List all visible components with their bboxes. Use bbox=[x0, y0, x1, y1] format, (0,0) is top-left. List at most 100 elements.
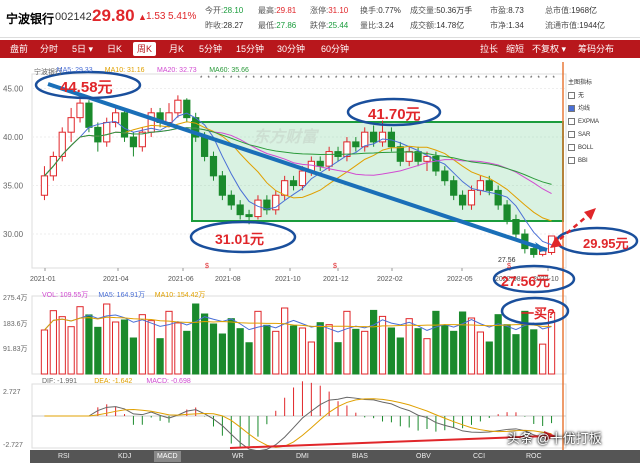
chart-watermark: 东方财富 bbox=[253, 129, 318, 146]
bottom-tab-bias[interactable]: BIAS bbox=[352, 453, 368, 460]
event-marker: * bbox=[388, 76, 391, 82]
candle-body bbox=[165, 112, 173, 124]
bottom-tab-obv[interactable]: OBV bbox=[416, 453, 431, 460]
bottom-tab-rsi[interactable]: RSI bbox=[58, 453, 70, 460]
indicator-option[interactable]: SAR bbox=[568, 130, 636, 143]
quote-field: 涨停:31.10 bbox=[310, 5, 348, 16]
candle-body bbox=[343, 141, 351, 157]
volume-bar bbox=[67, 326, 75, 375]
volume-bar bbox=[521, 310, 529, 375]
quote-value: 0.77% bbox=[378, 6, 401, 15]
right-tab-1[interactable]: 缩短 bbox=[506, 44, 525, 54]
event-marker: * bbox=[200, 76, 203, 82]
event-marker: * bbox=[455, 76, 458, 82]
volume-bar bbox=[396, 337, 404, 375]
volume-bar bbox=[512, 334, 520, 375]
checkbox-icon[interactable] bbox=[568, 156, 575, 164]
tab-0[interactable]: 盘前 bbox=[10, 44, 29, 54]
volume-bar bbox=[245, 342, 253, 375]
event-marker: * bbox=[545, 76, 548, 82]
indicator-option-label: BBI bbox=[578, 158, 588, 164]
indicator-option[interactable]: 无 bbox=[568, 91, 636, 104]
event-marker: * bbox=[440, 76, 443, 82]
event-marker: * bbox=[350, 76, 353, 82]
projection-arrowhead bbox=[584, 208, 596, 220]
checkbox-icon[interactable] bbox=[568, 117, 575, 125]
up-arrow-icon: ▲ bbox=[138, 12, 147, 22]
volume-bar bbox=[254, 310, 262, 375]
ma-line bbox=[44, 121, 552, 222]
legend-item: MA5: 164.91万 bbox=[98, 292, 146, 299]
bottom-tab-macd[interactable]: MACD bbox=[154, 451, 181, 462]
indicator-option[interactable]: EXPMA bbox=[568, 117, 636, 130]
quote-label: 昨收: bbox=[205, 21, 224, 30]
quote-field: 昨收:28.27 bbox=[205, 20, 243, 31]
tab-5[interactable]: 月K bbox=[169, 44, 185, 54]
candle-body bbox=[476, 180, 484, 191]
tab-8[interactable]: 30分钟 bbox=[277, 44, 306, 54]
event-marker: * bbox=[343, 76, 346, 82]
candle-body bbox=[58, 131, 66, 157]
price-change-pct: 5.41% bbox=[168, 11, 197, 22]
tab-4[interactable]: 周K bbox=[133, 42, 157, 56]
right-tab-0[interactable]: 拉长 bbox=[480, 44, 499, 54]
bottom-tab-cci[interactable]: CCI bbox=[473, 453, 486, 460]
volume-bar bbox=[147, 320, 155, 375]
right-tab-2[interactable]: 不复权 ▾ bbox=[532, 44, 567, 54]
tab-6[interactable]: 5分钟 bbox=[199, 44, 223, 54]
event-marker: * bbox=[373, 76, 376, 82]
indicator-option[interactable]: 均线 bbox=[568, 104, 636, 117]
volume-bar bbox=[200, 313, 209, 375]
checkbox-icon[interactable] bbox=[568, 143, 575, 151]
volume-bar bbox=[494, 314, 502, 375]
tab-9[interactable]: 60分钟 bbox=[321, 44, 350, 54]
candle-body bbox=[218, 175, 226, 196]
highlight-ellipse bbox=[189, 220, 297, 254]
checkbox-icon[interactable] bbox=[568, 91, 575, 99]
volume-bar bbox=[192, 303, 200, 375]
bottom-tab-roc[interactable]: ROC bbox=[526, 453, 542, 460]
bottom-tab-dmi[interactable]: DMI bbox=[296, 453, 309, 460]
quote-label: 涨停: bbox=[310, 6, 329, 15]
annotation-low-2: 27.56元 bbox=[501, 273, 551, 289]
event-marker: * bbox=[403, 76, 406, 82]
quote-value: 50.36万手 bbox=[436, 6, 473, 15]
volume-axis-label: 275.4万 bbox=[3, 294, 28, 302]
event-marker: * bbox=[320, 76, 323, 82]
right-tab-3[interactable]: 筹码分布 bbox=[578, 44, 615, 54]
event-marker: * bbox=[328, 76, 331, 82]
volume-bar bbox=[120, 319, 129, 375]
candle-body bbox=[112, 112, 120, 124]
event-marker: * bbox=[208, 76, 211, 82]
tab-3[interactable]: 日K bbox=[107, 44, 123, 54]
volume-bar bbox=[218, 333, 226, 375]
event-marker: * bbox=[418, 76, 421, 82]
tab-1[interactable]: 分时 bbox=[40, 44, 59, 54]
bottom-tab-wr[interactable]: WR bbox=[232, 453, 244, 460]
indicator-option-label: 无 bbox=[578, 93, 585, 99]
volume-bar bbox=[129, 337, 138, 375]
tab-2[interactable]: 5日 ▾ bbox=[72, 44, 94, 54]
indicator-option-label: EXPMA bbox=[578, 119, 600, 125]
highlight-ellipse bbox=[346, 97, 442, 127]
bottom-tab-kdj[interactable]: KDJ bbox=[118, 453, 132, 460]
event-marker: * bbox=[538, 76, 541, 82]
highlight-ellipse bbox=[492, 264, 576, 294]
volume-bar bbox=[476, 331, 484, 375]
volume-bar bbox=[547, 311, 556, 375]
event-marker: * bbox=[448, 76, 451, 82]
event-marker: * bbox=[358, 76, 361, 82]
indicator-option-label: BOLL bbox=[578, 145, 594, 151]
volume-bar bbox=[432, 310, 440, 375]
event-marker: * bbox=[298, 76, 301, 82]
checkbox-icon[interactable] bbox=[568, 130, 575, 138]
tab-7[interactable]: 15分钟 bbox=[236, 44, 265, 54]
indicator-option[interactable]: BBI bbox=[568, 156, 636, 169]
candle-body bbox=[245, 214, 253, 218]
event-marker: * bbox=[485, 76, 488, 82]
kline-chart[interactable]: 45.00 40.00 35.00 30.00 275.4万 183.6万 91.83万 2.… bbox=[0, 58, 640, 450]
checkbox-icon[interactable] bbox=[568, 104, 575, 112]
macd-axis-label: -2.727 bbox=[3, 442, 23, 449]
indicator-option[interactable]: BOLL bbox=[568, 143, 636, 156]
volume-bar bbox=[156, 338, 164, 375]
